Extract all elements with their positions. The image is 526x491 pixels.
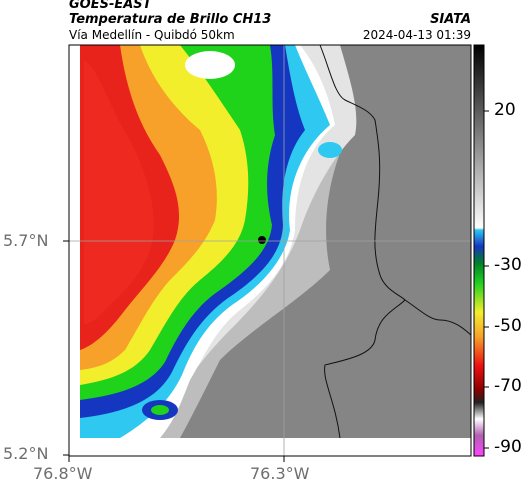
- colorbar-ticks: [484, 110, 489, 449]
- colorbar-label: 20: [494, 100, 516, 120]
- axis-ticks: [63, 240, 285, 462]
- temperature-field: [69, 45, 471, 456]
- satellite-name: GOES-EAST: [69, 0, 152, 12]
- colorbar-label: -30: [494, 255, 522, 275]
- colorbar-label: -50: [494, 316, 522, 336]
- timestamp: 2024-04-13 01:39: [362, 28, 471, 42]
- colorbar: [474, 45, 484, 456]
- colorbar-label: -90: [494, 437, 522, 457]
- boundary-lines: [319, 45, 471, 439]
- region-subtitle: Vía Medellín - Quibdó 50km: [69, 28, 235, 42]
- agency-label: SIATA: [430, 12, 471, 27]
- product-title: Temperatura de Brillo CH13: [69, 12, 272, 27]
- lat-tick-label: 5.7°N: [3, 231, 49, 250]
- lon-tick-label: 76.8°W: [33, 464, 93, 483]
- gridlines: [69, 45, 471, 456]
- plot-frame: [68, 44, 472, 457]
- lon-tick-label: 76.3°W: [250, 464, 310, 483]
- lat-tick-label: 5.2°N: [3, 444, 49, 463]
- colorbar-label: -70: [494, 376, 522, 396]
- colorbar-frame: [473, 44, 485, 457]
